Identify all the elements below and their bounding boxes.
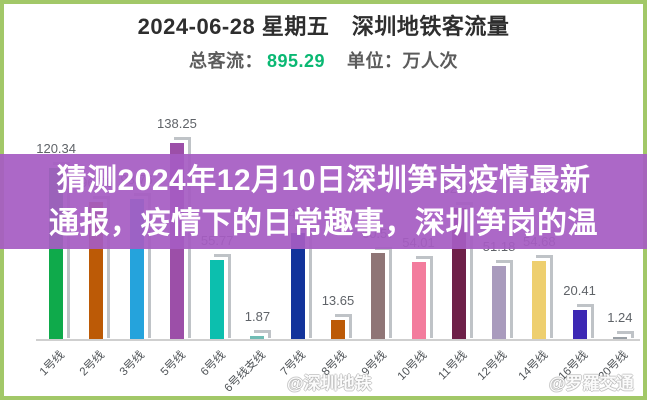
x-axis-label: 5号线: [158, 349, 188, 379]
x-axis-label: 12号线: [475, 349, 510, 383]
bar-value-label: 1.24: [607, 310, 633, 325]
bar: [250, 330, 272, 339]
bar: [210, 254, 232, 339]
bar: [411, 256, 433, 339]
total-flow-value: 895.29: [266, 51, 326, 71]
watermark-left-text: @深圳地铁: [287, 374, 372, 393]
watermark-shenzhen-metro: @深圳地铁: [262, 369, 372, 394]
bar-value-label: 20.41: [563, 283, 596, 298]
weibo-icon: [262, 373, 283, 390]
x-axis-label: 6号线: [198, 349, 228, 379]
bar-slot-20号线: 1.24 20号线: [597, 100, 640, 383]
x-axis-label: 1号线: [37, 349, 67, 379]
caption-line-1: 猜测2024年12月10日深圳笋岗疫情最新: [56, 163, 591, 197]
bar-slot-8号线: 13.65 8号线: [318, 100, 358, 378]
caption-overlay: 猜测2024年12月10日深圳笋岗疫情最新 通报，疫情下的日常趣事，深圳笋岗的温: [0, 154, 647, 249]
bar-slot-6号线支线: 1.87 6号线支线: [223, 100, 277, 395]
bar: [612, 331, 634, 339]
watermark-luoluo-jiaotong: @罗羅交通: [524, 369, 634, 394]
unit-label: 单位：万人次: [347, 51, 459, 71]
bar: [492, 260, 514, 339]
bar: [330, 314, 352, 339]
bar-value-label: 120.34: [36, 141, 76, 156]
total-flow-line: 总客流： 895.29 单位：万人次: [0, 47, 647, 73]
bar-value-label: 1.87: [244, 309, 271, 324]
x-axis-label: 10号线: [395, 349, 430, 383]
bar-slot-16号线: 20.41 16号线: [556, 100, 599, 383]
total-flow-label: 总客流：: [188, 51, 263, 71]
watermark-right-text: @罗羅交通: [549, 374, 634, 393]
x-axis-label: 11号线: [436, 349, 470, 383]
frame-border-top: [0, 0, 647, 4]
caption-line-2: 通报，疫情下的日常趣事，深圳笋岗的温: [49, 206, 598, 240]
bar-value-label: 138.25: [157, 116, 197, 131]
bar-value-label: 13.65: [321, 293, 355, 308]
frame-border-bottom: [0, 396, 647, 400]
x-axis-label: 2号线: [77, 349, 108, 379]
x-axis-label: 3号线: [117, 349, 148, 379]
bar: [371, 247, 393, 339]
bar: [532, 255, 554, 339]
page-title: 2024-06-28 星期五 深圳地铁客流量: [137, 14, 510, 39]
weibo-icon: [524, 373, 545, 390]
bar: [572, 304, 594, 339]
